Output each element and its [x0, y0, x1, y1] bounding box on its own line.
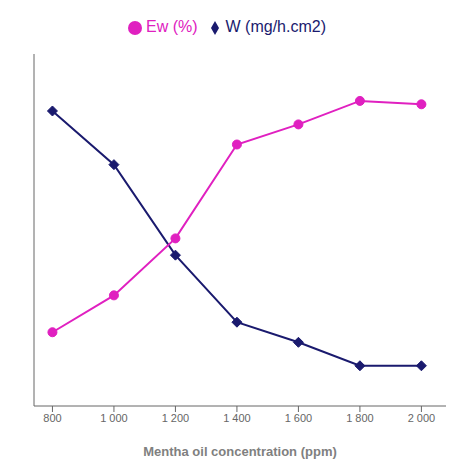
svg-text:1 000: 1 000 — [100, 412, 128, 424]
svg-text:1 200: 1 200 — [162, 412, 190, 424]
svg-text:1 400: 1 400 — [223, 412, 251, 424]
html-text:Ew (%): Ew (%) — [146, 18, 198, 35]
html-text:W (mg/h.cm2): W (mg/h.cm2) — [225, 18, 326, 35]
svg-text:1 800: 1 800 — [346, 412, 374, 424]
svg-text:2 000: 2 000 — [408, 412, 436, 424]
svg-text:1 600: 1 600 — [285, 412, 313, 424]
svg-text:Mentha oil concentration (ppm): Mentha oil concentration (ppm) — [143, 444, 337, 459]
svg-text:800: 800 — [43, 412, 61, 424]
